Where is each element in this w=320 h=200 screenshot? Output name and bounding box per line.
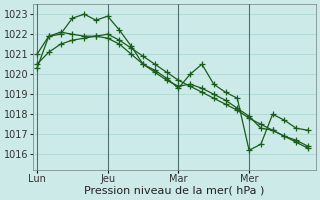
X-axis label: Pression niveau de la mer( hPa ): Pression niveau de la mer( hPa ) xyxy=(84,186,265,196)
